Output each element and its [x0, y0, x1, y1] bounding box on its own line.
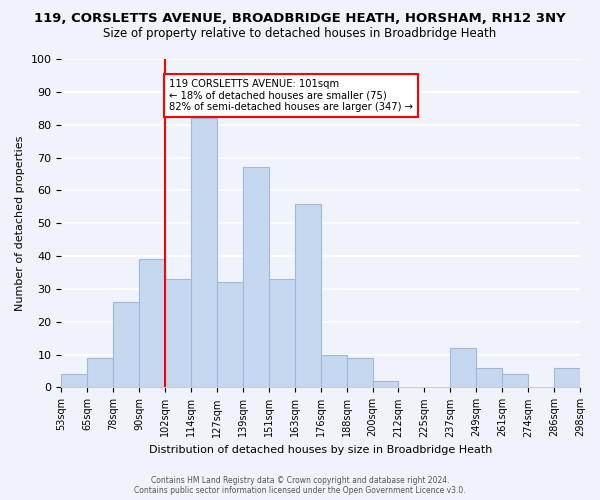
Bar	[87, 358, 113, 388]
Bar	[191, 118, 217, 388]
Bar	[373, 381, 398, 388]
Text: Contains HM Land Registry data © Crown copyright and database right 2024.
Contai: Contains HM Land Registry data © Crown c…	[134, 476, 466, 495]
Text: 119 CORSLETTS AVENUE: 101sqm
← 18% of detached houses are smaller (75)
82% of se: 119 CORSLETTS AVENUE: 101sqm ← 18% of de…	[169, 78, 413, 112]
Bar	[295, 204, 320, 388]
X-axis label: Distribution of detached houses by size in Broadbridge Heath: Distribution of detached houses by size …	[149, 445, 493, 455]
Bar	[554, 368, 580, 388]
Bar	[243, 168, 269, 388]
Bar	[165, 279, 191, 388]
Text: 119, CORSLETTS AVENUE, BROADBRIDGE HEATH, HORSHAM, RH12 3NY: 119, CORSLETTS AVENUE, BROADBRIDGE HEATH…	[34, 12, 566, 26]
Bar	[139, 260, 165, 388]
Bar	[217, 282, 243, 388]
Bar	[113, 302, 139, 388]
Bar	[451, 348, 476, 388]
Y-axis label: Number of detached properties: Number of detached properties	[15, 136, 25, 311]
Text: Size of property relative to detached houses in Broadbridge Heath: Size of property relative to detached ho…	[103, 28, 497, 40]
Bar	[502, 374, 528, 388]
Bar	[347, 358, 373, 388]
Bar	[320, 354, 347, 388]
Bar	[476, 368, 502, 388]
Bar	[61, 374, 87, 388]
Bar	[269, 279, 295, 388]
